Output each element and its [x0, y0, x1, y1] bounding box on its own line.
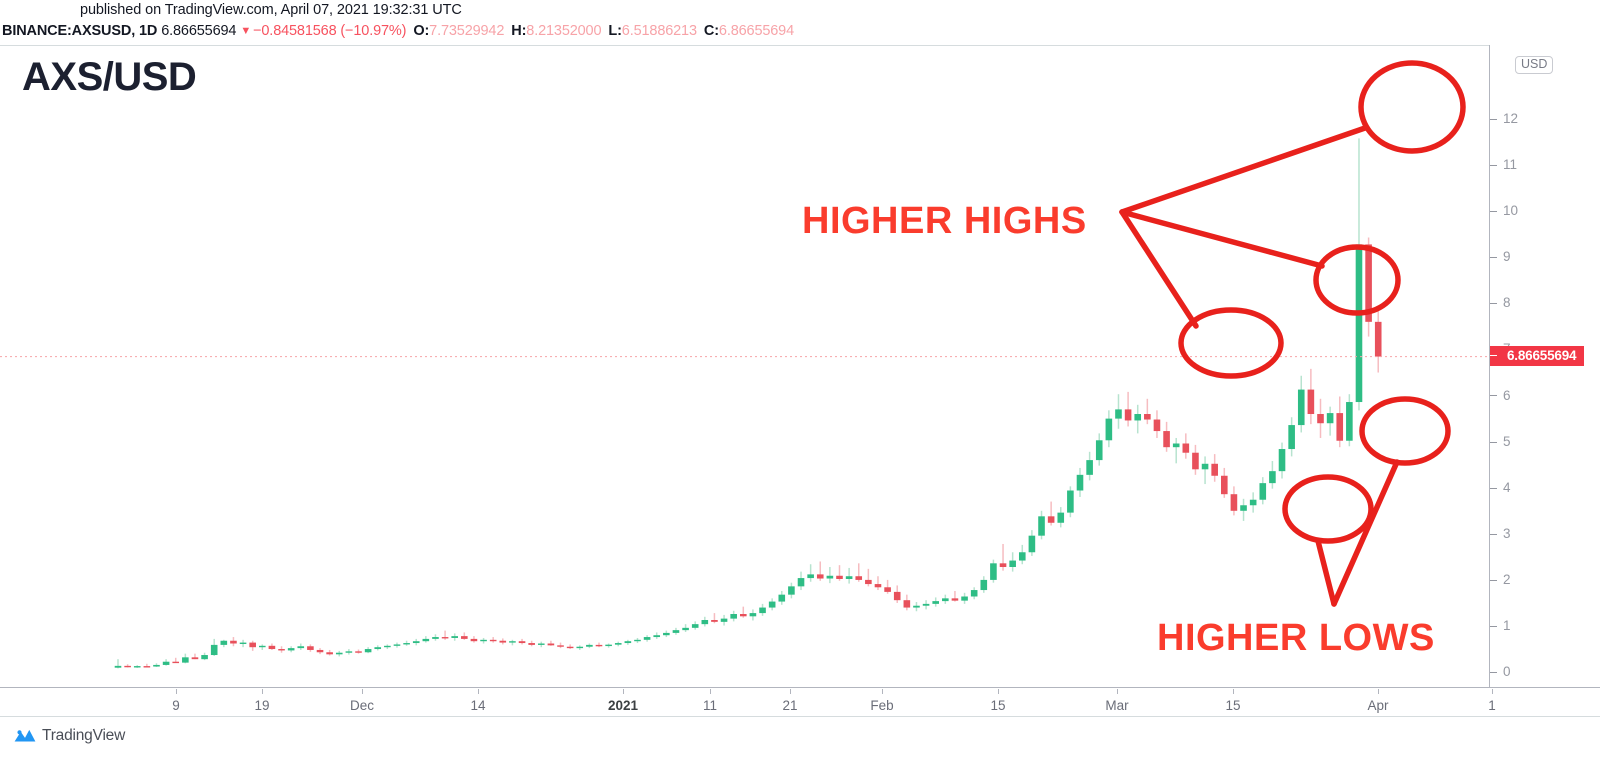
price-tick-label: 0 — [1503, 664, 1511, 679]
time-tick-label: 15 — [990, 698, 1006, 713]
price-tick: 6 — [1490, 387, 1511, 403]
legend-high-value: 8.21352000 — [526, 23, 602, 39]
time-tick-label: 19 — [254, 698, 270, 713]
time-tick-label: Feb — [870, 698, 894, 713]
price-tick: 2 — [1490, 571, 1511, 587]
legend-low-value: 6.51886213 — [621, 23, 697, 39]
price-tick: 4 — [1490, 479, 1511, 495]
price-tick-label: 5 — [1503, 433, 1511, 449]
time-tick-label: 15 — [1225, 698, 1241, 713]
chart-watermark-title: AXS/USD — [22, 55, 197, 99]
tick-dash-icon — [1490, 579, 1497, 581]
footer-bar: TradingView — [0, 716, 1600, 768]
time-tick-label: 1 — [1488, 698, 1496, 713]
price-tick: 3 — [1490, 525, 1511, 541]
price-tick-label: 3 — [1503, 525, 1511, 541]
candlestick-plot — [0, 138, 1489, 669]
time-tick-label: 9 — [172, 698, 180, 713]
price-tick: 1 — [1490, 617, 1511, 633]
tick-dash-icon — [1490, 441, 1497, 443]
published-caption: published on TradingView.com, April 07, … — [80, 2, 462, 18]
time-tick-label: 2021 — [607, 698, 639, 713]
tick-dash-icon — [1490, 533, 1497, 535]
time-tick-mark — [882, 689, 883, 694]
price-tick-label: 6 — [1503, 387, 1511, 403]
price-tick-label: 2 — [1503, 571, 1511, 587]
legend-symbol[interactable]: BINANCE:AXSUSD, 1D — [2, 23, 158, 39]
legend-last-price: 6.86655694 — [161, 23, 237, 39]
tick-dash-icon — [1490, 303, 1497, 305]
time-tick-mark — [262, 689, 263, 694]
mountain-icon — [14, 729, 36, 742]
tick-dash-icon — [1490, 487, 1497, 489]
time-tick-mark — [790, 689, 791, 694]
tick-dash-icon — [1490, 118, 1497, 120]
last-price-badge: 6.86655694 — [1490, 345, 1585, 366]
currency-badge[interactable]: USD — [1515, 56, 1554, 74]
legend-high-key: H: — [511, 23, 527, 39]
time-tick-label: Mar — [1105, 698, 1129, 713]
price-tick-label: 4 — [1503, 479, 1511, 495]
price-tick: 12 — [1490, 112, 1518, 126]
legend-close-key: C: — [703, 23, 719, 39]
price-tick: 8 — [1490, 296, 1511, 310]
time-tick-label: Apr — [1367, 698, 1389, 713]
price-tick-label: 9 — [1503, 249, 1511, 265]
time-scale[interactable]: 9 19 Dec 14 2021 11 21 Feb 15 Mar 15 Apr 1 — [0, 689, 1600, 715]
time-tick-mark — [1117, 689, 1118, 694]
time-tick-label: 21 — [782, 698, 798, 713]
tradingview-logo[interactable]: TradingView — [14, 727, 125, 745]
legend-close-value: 6.86655694 — [718, 23, 795, 39]
chart-pane[interactable]: AXS/USD — [0, 45, 1489, 688]
price-tick-label: 1 — [1503, 617, 1511, 633]
legend-open-key: O: — [413, 23, 430, 39]
time-tick-mark — [362, 689, 363, 694]
tradingview-logo-label: TradingView — [42, 727, 126, 744]
higher-highs-label: HIGHER HIGHS — [802, 200, 1087, 242]
tick-dash-icon — [1490, 165, 1497, 167]
price-tick-label: 8 — [1503, 295, 1511, 311]
price-tick: 10 — [1490, 204, 1518, 218]
time-tick-label: Dec — [349, 698, 375, 713]
time-tick-mark — [478, 689, 479, 694]
time-tick-mark — [1233, 689, 1234, 694]
time-tick-mark — [1492, 689, 1493, 694]
price-tick: 9 — [1490, 250, 1511, 264]
legend-open-value: 7.73529942 — [429, 23, 505, 39]
price-tick: 0 — [1490, 665, 1511, 679]
price-tick: 11 — [1490, 158, 1517, 172]
tick-dash-icon — [1490, 671, 1497, 673]
candle-series — [114, 138, 1382, 669]
chart-legend: BINANCE:AXSUSD, 1D 6.86655694 ▼ −0.84581568… — [2, 23, 794, 39]
tick-dash-icon — [1490, 625, 1497, 627]
tick-dash-icon — [1490, 211, 1497, 213]
time-tick-mark — [176, 689, 177, 694]
tick-dash-icon — [1490, 257, 1497, 259]
higher-lows-label: HIGHER LOWS — [1157, 617, 1435, 659]
down-triangle-icon: ▼ — [240, 25, 252, 37]
tick-dash-icon — [1490, 395, 1497, 397]
time-tick-mark — [998, 689, 999, 694]
time-tick-mark — [623, 689, 624, 694]
price-tick-label: 11 — [1503, 157, 1518, 173]
time-tick-label: 11 — [702, 698, 718, 713]
legend-low-key: L: — [608, 23, 622, 39]
price-tick-label: 12 — [1503, 111, 1519, 126]
price-scale[interactable]: USD 1211109876543210 6.86655694 — [1489, 45, 1600, 688]
time-tick-mark — [710, 689, 711, 694]
price-tick-label: 10 — [1503, 203, 1519, 219]
time-tick-mark — [1378, 689, 1379, 694]
legend-change: −0.84581568 (−10.97%) — [253, 23, 407, 39]
last-price-badge-value: 6.86655694 — [1507, 347, 1577, 363]
price-tick: 5 — [1490, 433, 1511, 449]
badge-dash-icon — [1490, 354, 1497, 356]
time-tick-label: 14 — [470, 698, 486, 713]
